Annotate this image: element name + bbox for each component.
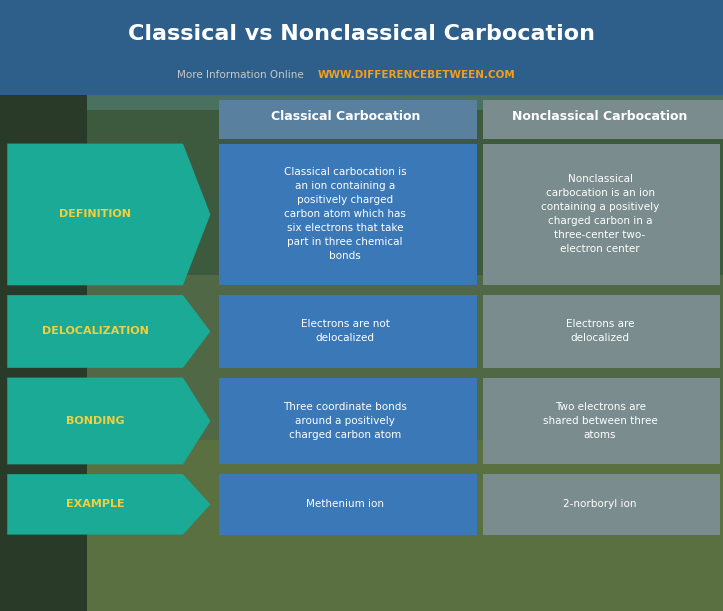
FancyBboxPatch shape [0, 110, 723, 275]
FancyBboxPatch shape [219, 100, 477, 139]
Text: Nonclassical
carbocation is an ion
containing a positively
charged carbon in a
t: Nonclassical carbocation is an ion conta… [541, 175, 659, 254]
Text: Three coordinate bonds
around a positively
charged carbon atom: Three coordinate bonds around a positive… [283, 402, 407, 440]
Text: WWW.DIFFERENCEBETWEEN.COM: WWW.DIFFERENCEBETWEEN.COM [318, 70, 516, 79]
Text: EXAMPLE: EXAMPLE [66, 499, 124, 510]
Text: More Information Online: More Information Online [177, 70, 304, 79]
FancyBboxPatch shape [483, 295, 720, 368]
FancyBboxPatch shape [219, 144, 477, 285]
Polygon shape [7, 295, 210, 368]
Text: DELOCALIZATION: DELOCALIZATION [42, 326, 148, 337]
Text: Nonclassical Carbocation: Nonclassical Carbocation [513, 110, 688, 123]
Polygon shape [7, 144, 210, 285]
Text: Methenium ion: Methenium ion [307, 499, 384, 510]
FancyBboxPatch shape [0, 0, 723, 110]
FancyBboxPatch shape [0, 0, 87, 611]
FancyBboxPatch shape [0, 0, 723, 95]
FancyBboxPatch shape [219, 295, 477, 368]
FancyBboxPatch shape [483, 144, 720, 285]
FancyBboxPatch shape [483, 100, 723, 139]
Text: 2-norboryl ion: 2-norboryl ion [563, 499, 637, 510]
Text: BONDING: BONDING [66, 416, 124, 426]
Text: Classical vs Nonclassical Carbocation: Classical vs Nonclassical Carbocation [128, 24, 595, 43]
Text: Electrons are
delocalized: Electrons are delocalized [566, 320, 634, 343]
FancyBboxPatch shape [0, 440, 723, 611]
FancyBboxPatch shape [483, 474, 720, 535]
Text: Classical carbocation is
an ion containing a
positively charged
carbon atom whic: Classical carbocation is an ion containi… [284, 167, 406, 262]
FancyBboxPatch shape [483, 378, 720, 464]
FancyBboxPatch shape [219, 474, 477, 535]
FancyBboxPatch shape [0, 275, 723, 440]
Text: Two electrons are
shared between three
atoms: Two electrons are shared between three a… [543, 402, 657, 440]
Text: Electrons are not
delocalized: Electrons are not delocalized [301, 320, 390, 343]
Text: DEFINITION: DEFINITION [59, 210, 131, 219]
FancyBboxPatch shape [219, 378, 477, 464]
Polygon shape [7, 378, 210, 464]
Text: Classical Carbocation: Classical Carbocation [270, 110, 420, 123]
Polygon shape [7, 474, 210, 535]
